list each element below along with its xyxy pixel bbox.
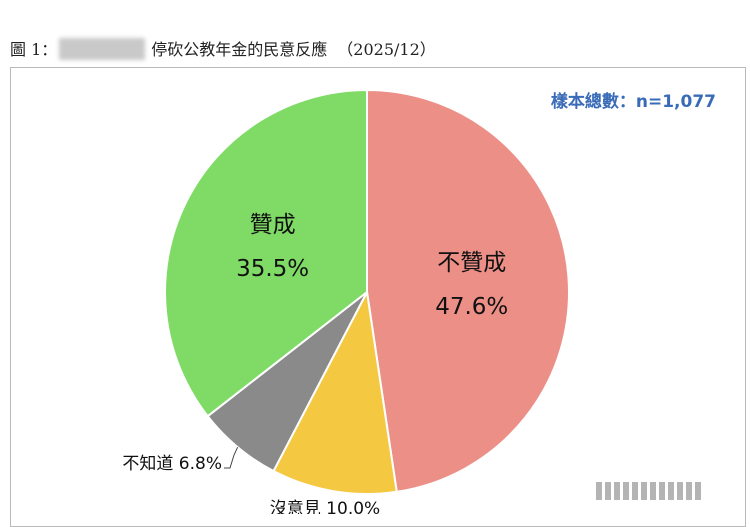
slice-value-agree: 35.5% xyxy=(236,256,309,282)
figure-date: （2025/12） xyxy=(337,40,436,59)
pie-chart: 不贊成 47.6% 贊成 35.5% 沒意見 10.0% 不知道 6.8% xyxy=(122,88,570,514)
leader-line-dont-know xyxy=(224,446,239,469)
slice-label-no-opinion: 沒意見 10.0% xyxy=(270,499,380,514)
figure-number: 圖 1： xyxy=(10,40,58,59)
slice-label-agree: 贊成 xyxy=(250,212,296,238)
pie-slice-agree xyxy=(164,88,368,418)
slice-label-disagree: 不贊成 xyxy=(437,250,506,276)
figure-title: 圖 1： 停砍公教年金的民意反應 （2025/12） xyxy=(10,36,436,60)
pie-slice-no-opinion xyxy=(272,288,398,495)
watermark-graphic xyxy=(596,482,734,500)
slice-value-disagree: 47.6% xyxy=(435,294,508,320)
redacted-text-block xyxy=(59,38,146,60)
slice-label-dont-know: 不知道 6.8% xyxy=(122,454,222,474)
pie-slice-disagree xyxy=(366,88,570,493)
figure-title-main: 停砍公教年金的民意反應 xyxy=(151,40,328,59)
sample-size-label: 樣本總數：n=1,077 xyxy=(550,92,716,112)
